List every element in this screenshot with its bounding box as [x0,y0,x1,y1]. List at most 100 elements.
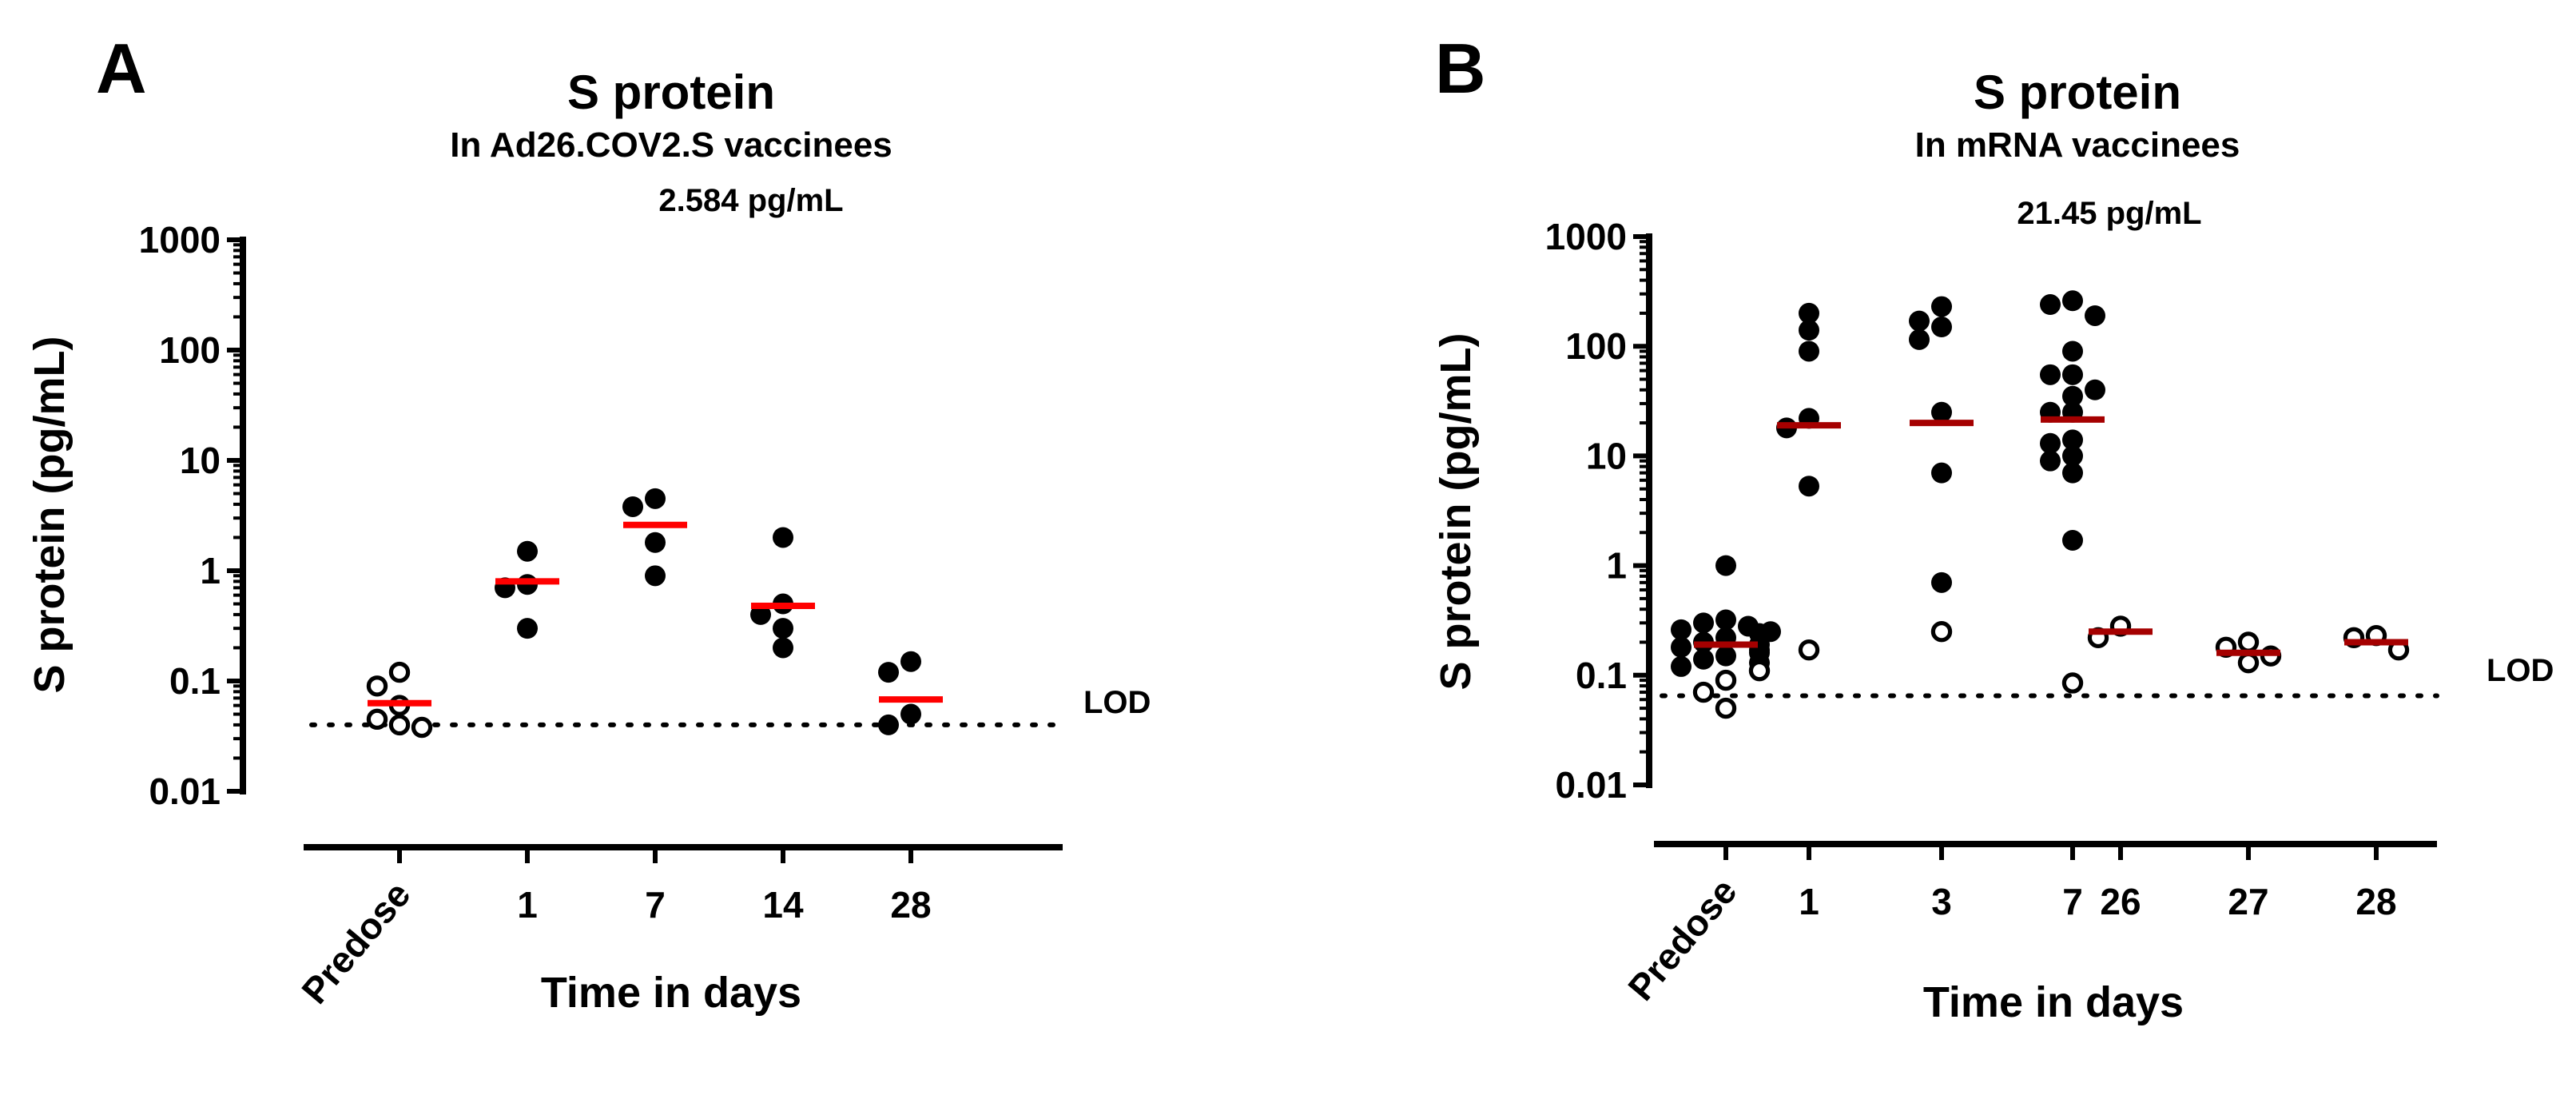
panel-a: A S protein In Ad26.COV2.S vaccinees 2.5… [26,29,1151,1017]
data-point-filled [1671,636,1691,658]
y-tick-label: 10 [180,440,221,481]
panel-b: B S protein In mRNA vaccinees 21.45 pg/m… [1432,29,2554,1026]
data-point-filled [1693,612,1714,634]
x-tick-label: 7 [645,884,666,926]
data-point-filled [1909,310,1930,332]
data-point-filled [2062,462,2083,484]
data-point-open [2237,631,2260,653]
data-point-filled [900,651,921,672]
data-point-filled [750,603,771,625]
x-tick-label: Predose [293,874,419,1011]
x-axis-label: Time in days [1923,978,2184,1026]
chart-subtitle: In Ad26.COV2.S vaccinees [450,125,892,165]
data-point-filled [900,703,921,725]
data-point-filled [622,496,643,517]
median-annotation: 21.45 pg/mL [2017,196,2201,231]
y-tick-label: 0.1 [1576,655,1627,696]
x-axis-label: Time in days [541,969,801,1017]
y-tick-label: 10 [1586,435,1627,476]
x-tick-label: 7 [2062,881,2083,922]
data-point-open [1748,659,1771,682]
lod-label: LOD [2487,653,2554,688]
data-point-filled [1931,317,1952,338]
data-point-filled [2085,305,2105,326]
data-point-filled [2062,385,2083,407]
x-tick-label: 28 [890,884,931,926]
chart-subtitle: In mRNA vaccinees [1915,125,2240,165]
data-point-open [1930,621,1953,643]
data-point-filled [2062,445,2083,467]
y-axis-label: S protein (pg/mL) [1432,333,1480,691]
x-tick-label: 3 [1931,881,1952,922]
data-point-open [2237,651,2260,674]
data-point-filled [1931,462,1952,484]
data-point-open [366,708,388,731]
data-point-filled [1799,302,1819,324]
data-point-filled [1671,619,1691,640]
data-point-filled [1799,340,1819,362]
data-point-filled [2040,432,2061,454]
data-point-open [388,714,411,736]
x-tick-label: 1 [1799,881,1819,922]
data-point-open [1798,639,1820,661]
data-point-filled [2062,429,2083,451]
x-tick-label: 26 [2100,881,2141,922]
x-tick-label: 28 [2355,881,2396,922]
data-point-filled [1909,329,1930,350]
data-point-filled [1715,555,1736,576]
data-point-filled [1799,320,1819,341]
data-point-open [2061,672,2084,694]
data-point-filled [517,618,538,639]
y-tick-label: 0.1 [169,660,221,702]
data-point-filled [645,532,666,553]
data-point-filled [773,637,793,659]
data-point-open [388,661,411,683]
lod-label: LOD [1083,685,1151,720]
chart-title: S protein [1974,66,2181,119]
data-point-filled [773,618,793,639]
x-tick-label: 1 [517,884,538,926]
data-point-open [411,716,433,739]
chart-title: S protein [567,66,775,119]
data-point-filled [2062,529,2083,551]
panel-label: A [96,29,147,108]
data-point-filled [1671,655,1691,677]
data-point-filled [1715,609,1736,631]
data-point-open [1715,697,1737,719]
data-point-filled [1715,645,1736,667]
data-point-filled [1931,296,1952,317]
data-point-filled [1799,476,1819,497]
data-point-filled [2040,364,2061,385]
median-annotation: 2.584 pg/mL [658,183,843,218]
data-point-open [1715,669,1737,691]
data-point-open [366,675,388,697]
x-tick-label: Predose [1620,870,1745,1008]
x-tick-label: 14 [762,884,804,926]
data-point-filled [2040,450,2061,472]
y-tick-label: 100 [1565,325,1627,367]
y-tick-label: 0.01 [1555,764,1627,806]
data-point-filled [2062,340,2083,362]
data-point-filled [878,714,899,735]
y-tick-label: 1000 [139,219,221,261]
data-point-open [1692,681,1715,703]
data-point-filled [2062,290,2083,312]
y-tick-label: 1 [1606,545,1627,587]
data-point-filled [2040,294,2061,316]
y-tick-label: 0.01 [149,771,221,812]
y-axis-label: S protein (pg/mL) [26,336,74,694]
panel-label: B [1435,29,1486,108]
y-tick-label: 1000 [1545,216,1627,257]
data-point-filled [1931,401,1952,423]
data-point-filled [645,565,666,587]
data-point-filled [1931,571,1952,593]
data-point-filled [878,662,899,683]
data-point-filled [517,540,538,562]
x-tick-label: 27 [2228,881,2268,922]
data-point-filled [2085,379,2105,400]
data-point-filled [1693,648,1714,670]
y-tick-label: 100 [159,329,221,371]
data-point-filled [2062,364,2083,385]
data-point-filled [645,488,666,509]
